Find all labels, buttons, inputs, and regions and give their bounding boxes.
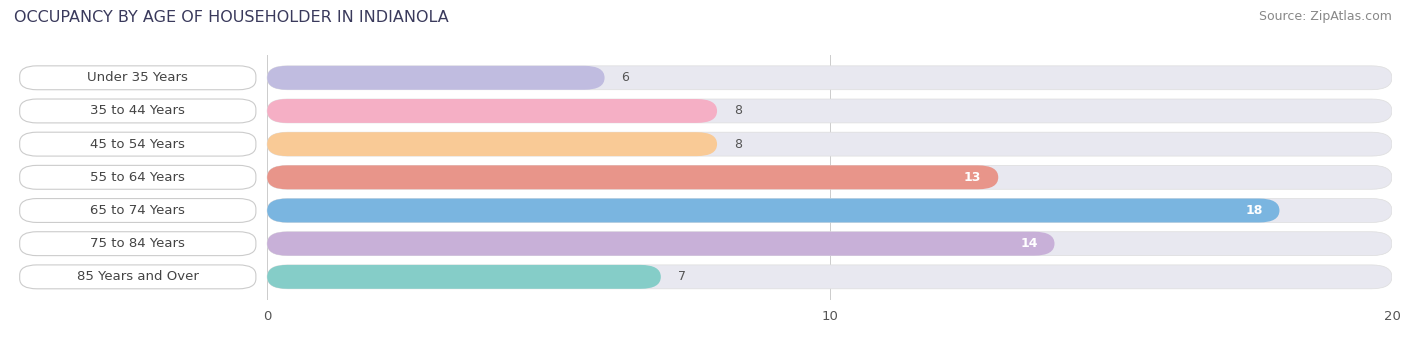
FancyBboxPatch shape [267,165,1392,189]
FancyBboxPatch shape [267,66,1392,90]
Text: OCCUPANCY BY AGE OF HOUSEHOLDER IN INDIANOLA: OCCUPANCY BY AGE OF HOUSEHOLDER IN INDIA… [14,10,449,25]
FancyBboxPatch shape [267,198,1392,222]
FancyBboxPatch shape [267,99,717,123]
Text: 45 to 54 Years: 45 to 54 Years [90,138,186,151]
FancyBboxPatch shape [20,165,256,189]
Text: 7: 7 [678,270,686,283]
Text: 14: 14 [1021,237,1038,250]
FancyBboxPatch shape [20,66,256,90]
Text: 55 to 64 Years: 55 to 64 Years [90,171,186,184]
FancyBboxPatch shape [267,66,605,90]
FancyBboxPatch shape [20,198,256,222]
FancyBboxPatch shape [20,265,256,289]
FancyBboxPatch shape [267,132,717,156]
Text: 6: 6 [621,71,630,84]
FancyBboxPatch shape [20,132,256,156]
FancyBboxPatch shape [267,232,1054,256]
Text: Under 35 Years: Under 35 Years [87,71,188,84]
FancyBboxPatch shape [267,198,1279,222]
FancyBboxPatch shape [20,232,256,256]
Text: 13: 13 [965,171,981,184]
Text: 75 to 84 Years: 75 to 84 Years [90,237,186,250]
Text: 8: 8 [734,104,742,117]
FancyBboxPatch shape [267,232,1392,256]
Text: 85 Years and Over: 85 Years and Over [77,270,198,283]
Text: 65 to 74 Years: 65 to 74 Years [90,204,186,217]
FancyBboxPatch shape [267,265,1392,289]
FancyBboxPatch shape [267,165,998,189]
FancyBboxPatch shape [20,99,256,123]
Text: Source: ZipAtlas.com: Source: ZipAtlas.com [1258,10,1392,23]
FancyBboxPatch shape [267,265,661,289]
Text: 18: 18 [1246,204,1263,217]
FancyBboxPatch shape [267,99,1392,123]
FancyBboxPatch shape [267,132,1392,156]
Text: 35 to 44 Years: 35 to 44 Years [90,104,186,117]
Text: 8: 8 [734,138,742,151]
